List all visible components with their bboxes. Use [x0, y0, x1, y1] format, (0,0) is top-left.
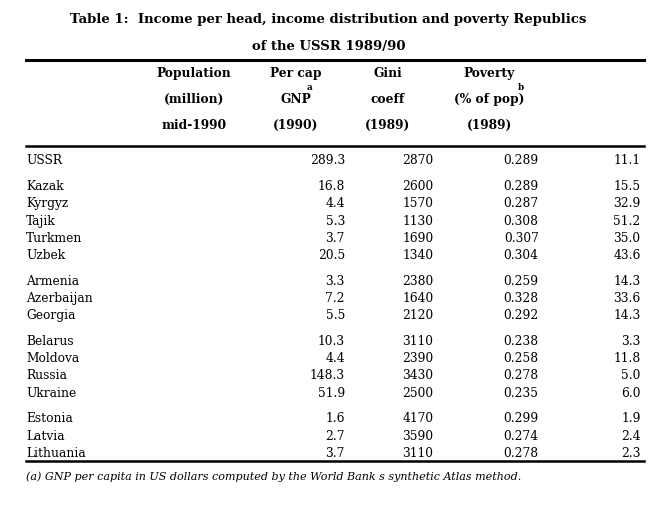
Text: 0.304: 0.304	[504, 248, 539, 262]
Text: 3590: 3590	[403, 429, 434, 442]
Text: 5.0: 5.0	[622, 369, 641, 382]
Text: 0.299: 0.299	[503, 412, 539, 425]
Text: 1690: 1690	[402, 231, 434, 244]
Text: (1989): (1989)	[365, 119, 410, 132]
Text: 0.235: 0.235	[504, 386, 539, 399]
Text: USSR: USSR	[26, 154, 62, 167]
Text: 2120: 2120	[402, 309, 434, 322]
Text: 3430: 3430	[403, 369, 434, 382]
Text: 5.3: 5.3	[326, 214, 345, 227]
Text: 0.287: 0.287	[504, 197, 539, 210]
Text: b: b	[518, 83, 524, 92]
Text: 3.3: 3.3	[622, 334, 641, 347]
Text: 0.308: 0.308	[504, 214, 539, 227]
Text: 51.9: 51.9	[318, 386, 345, 399]
Text: Kazak: Kazak	[26, 180, 64, 193]
Text: 0.289: 0.289	[503, 154, 539, 167]
Text: 2.3: 2.3	[621, 446, 641, 459]
Text: a: a	[306, 83, 312, 92]
Text: 11.8: 11.8	[614, 351, 641, 365]
Text: 2.7: 2.7	[325, 429, 345, 442]
Text: Azerbaijan: Azerbaijan	[26, 291, 93, 305]
Text: 20.5: 20.5	[318, 248, 345, 262]
Text: 1640: 1640	[402, 291, 434, 305]
Text: 51.2: 51.2	[614, 214, 641, 227]
Text: 4170: 4170	[403, 412, 434, 425]
Text: 3.3: 3.3	[326, 274, 345, 287]
Text: 2390: 2390	[402, 351, 434, 365]
Text: Per cap: Per cap	[270, 67, 321, 80]
Text: 32.9: 32.9	[613, 197, 641, 210]
Text: 3.7: 3.7	[326, 231, 345, 244]
Text: 0.307: 0.307	[504, 231, 539, 244]
Text: 0.328: 0.328	[504, 291, 539, 305]
Text: 43.6: 43.6	[613, 248, 641, 262]
Text: of the USSR 1989/90: of the USSR 1989/90	[252, 40, 405, 54]
Text: (a) GNP per capita in US dollars computed by the World Bank s synthetic Atlas me: (a) GNP per capita in US dollars compute…	[26, 471, 522, 481]
Text: 0.238: 0.238	[504, 334, 539, 347]
Text: Georgia: Georgia	[26, 309, 76, 322]
Text: 0.274: 0.274	[504, 429, 539, 442]
Text: 1.9: 1.9	[621, 412, 641, 425]
Text: 1340: 1340	[403, 248, 434, 262]
Text: Moldova: Moldova	[26, 351, 79, 365]
Text: (million): (million)	[164, 93, 224, 106]
Text: Uzbek: Uzbek	[26, 248, 66, 262]
Text: 2600: 2600	[402, 180, 434, 193]
Text: 2380: 2380	[402, 274, 434, 287]
Text: Tajik: Tajik	[26, 214, 56, 227]
Text: Estonia: Estonia	[26, 412, 73, 425]
Text: 1.6: 1.6	[325, 412, 345, 425]
Text: Population: Population	[156, 67, 231, 80]
Text: mid-1990: mid-1990	[161, 119, 227, 132]
Text: (1990): (1990)	[273, 119, 319, 132]
Text: 2870: 2870	[402, 154, 434, 167]
Text: Table 1:  Income per head, income distribution and poverty Republics: Table 1: Income per head, income distrib…	[70, 13, 587, 26]
Text: 0.289: 0.289	[503, 180, 539, 193]
Text: GNP: GNP	[281, 93, 311, 106]
Text: Kyrgyz: Kyrgyz	[26, 197, 68, 210]
Text: 3110: 3110	[403, 334, 434, 347]
Text: 2500: 2500	[403, 386, 434, 399]
Text: coeff: coeff	[371, 93, 405, 106]
Text: Gini: Gini	[373, 67, 402, 80]
Text: 33.6: 33.6	[614, 291, 641, 305]
Text: Belarus: Belarus	[26, 334, 74, 347]
Text: Armenia: Armenia	[26, 274, 79, 287]
Text: 15.5: 15.5	[614, 180, 641, 193]
Text: 35.0: 35.0	[614, 231, 641, 244]
Text: 148.3: 148.3	[310, 369, 345, 382]
Text: 0.258: 0.258	[504, 351, 539, 365]
Text: (1989): (1989)	[467, 119, 512, 132]
Text: Poverty: Poverty	[464, 67, 515, 80]
Text: 6.0: 6.0	[621, 386, 641, 399]
Text: 3110: 3110	[403, 446, 434, 459]
Text: 289.3: 289.3	[309, 154, 345, 167]
Text: Lithuania: Lithuania	[26, 446, 86, 459]
Text: 2.4: 2.4	[621, 429, 641, 442]
Text: Turkmen: Turkmen	[26, 231, 83, 244]
Text: 10.3: 10.3	[318, 334, 345, 347]
Text: 0.292: 0.292	[503, 309, 539, 322]
Text: 14.3: 14.3	[614, 274, 641, 287]
Text: 11.1: 11.1	[614, 154, 641, 167]
Text: 1570: 1570	[403, 197, 434, 210]
Text: 3.7: 3.7	[326, 446, 345, 459]
Text: Latvia: Latvia	[26, 429, 65, 442]
Text: 14.3: 14.3	[614, 309, 641, 322]
Text: 4.4: 4.4	[325, 197, 345, 210]
Text: 0.259: 0.259	[504, 274, 539, 287]
Text: 4.4: 4.4	[325, 351, 345, 365]
Text: 1130: 1130	[403, 214, 434, 227]
Text: Ukraine: Ukraine	[26, 386, 76, 399]
Text: 0.278: 0.278	[504, 446, 539, 459]
Text: 5.5: 5.5	[326, 309, 345, 322]
Text: 7.2: 7.2	[325, 291, 345, 305]
Text: (% of pop): (% of pop)	[454, 93, 525, 106]
Text: Russia: Russia	[26, 369, 67, 382]
Text: 16.8: 16.8	[317, 180, 345, 193]
Text: 0.278: 0.278	[504, 369, 539, 382]
